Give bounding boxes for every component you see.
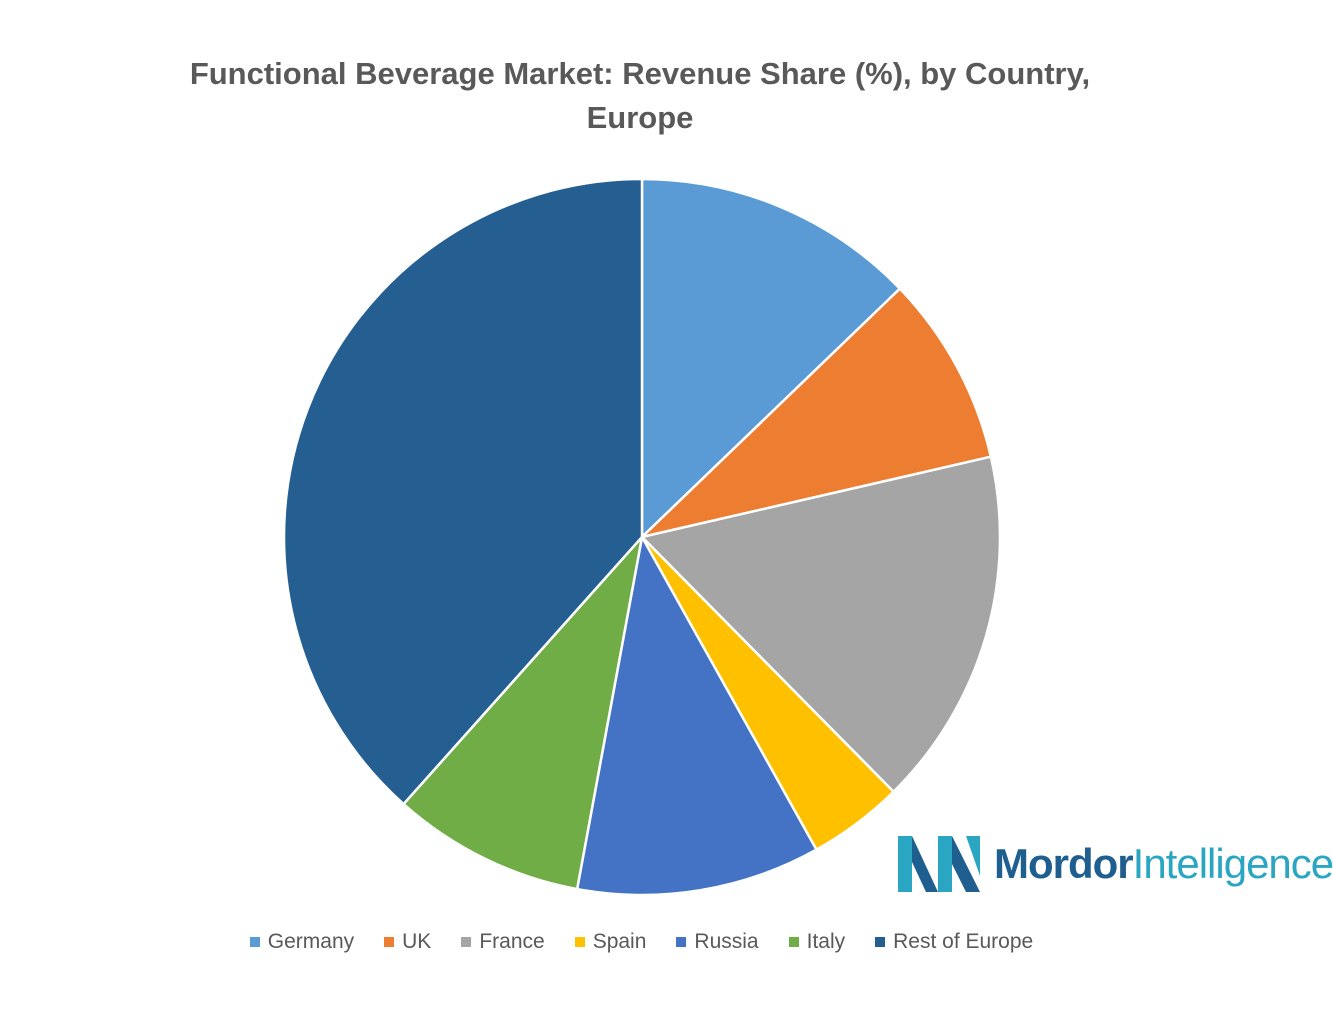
- logo-suffix: Intelligence: [1132, 840, 1333, 887]
- pie-slice: [282, 177, 644, 806]
- legend-swatch: [461, 937, 472, 947]
- pie-slice: [637, 286, 993, 540]
- chart-title: Functional Beverage Market: Revenue Shar…: [189, 56, 1091, 135]
- legend-label: France: [479, 930, 545, 953]
- pie-slice: [640, 177, 902, 540]
- legend: Germany UK France Spain Russia Italy Rest of E…: [0, 930, 1333, 954]
- pie-slice: [639, 455, 1002, 794]
- logo-brand: Mordor: [994, 840, 1134, 887]
- legend-label: Russia: [694, 930, 759, 953]
- legend-label: Germany: [267, 930, 355, 953]
- legend-swatch: [875, 937, 886, 947]
- pie-slice: [401, 532, 645, 891]
- logo-icon: [898, 836, 980, 892]
- legend-item: Italy: [788, 930, 846, 954]
- legend-swatch: [788, 937, 799, 947]
- legend-item: Spain: [574, 930, 647, 954]
- legend-item: France: [461, 930, 545, 954]
- legend-label: UK: [402, 930, 432, 953]
- legend-label: Italy: [806, 930, 846, 953]
- legend-swatch: [249, 937, 260, 947]
- legend-swatch: [384, 937, 395, 947]
- legend-item: Russia: [676, 930, 759, 954]
- legend-item: Germany: [249, 930, 355, 954]
- legend-label: Rest of Europe: [893, 930, 1034, 953]
- logo: MordorIntelligence: [898, 836, 1333, 892]
- legend-swatch: [676, 937, 687, 947]
- legend-item: UK: [384, 930, 431, 954]
- pie-slice: [575, 533, 819, 897]
- legend-swatch: [574, 937, 585, 947]
- legend-item: Rest of Europe: [875, 930, 1033, 954]
- legend-label: Spain: [592, 930, 647, 953]
